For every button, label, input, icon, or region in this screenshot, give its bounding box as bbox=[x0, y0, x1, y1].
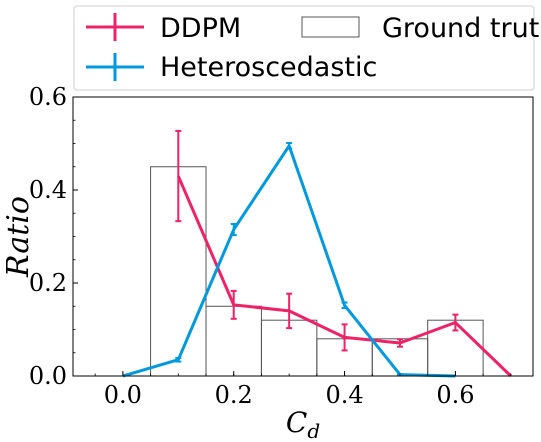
legend-entry-ground-truth: Ground truth bbox=[301, 13, 541, 44]
legend-truth-swatch bbox=[301, 16, 360, 38]
legend-entry-ddpm: DDPM bbox=[86, 13, 241, 44]
legend: DDPM Heteroscedastic Ground truth bbox=[73, 5, 541, 91]
legend-frame bbox=[73, 5, 535, 91]
legend-hetero-label: Heteroscedastic bbox=[160, 52, 377, 83]
x-tick-label: 0.4 bbox=[325, 381, 363, 409]
x-tick-label: 0.6 bbox=[436, 381, 474, 409]
plot-frame bbox=[72, 96, 534, 377]
series-ddpm bbox=[175, 129, 512, 378]
legend-ddpm-label: DDPM bbox=[160, 13, 241, 44]
legend-truth-label: Ground truth bbox=[382, 13, 541, 44]
legend-entry-heteroscedastic: Heteroscedastic bbox=[86, 52, 377, 83]
y-axis-label: Ratio bbox=[1, 196, 36, 278]
histogram-bars bbox=[150, 166, 484, 377]
x-tick-label: 0.0 bbox=[104, 381, 142, 409]
x-axis-label: Cd bbox=[286, 406, 320, 442]
y-tick-label: 0.6 bbox=[29, 83, 67, 111]
axes: 0.0 0.2 0.4 0.6 0.0 0.2 0.4 0.6 Cd Ratio bbox=[1, 83, 534, 442]
x-tick-label: 0.2 bbox=[215, 381, 253, 409]
y-tick-label: 0.4 bbox=[29, 176, 67, 204]
y-tick-label: 0.0 bbox=[29, 362, 67, 390]
y-tick-label: 0.2 bbox=[29, 269, 67, 297]
